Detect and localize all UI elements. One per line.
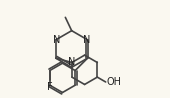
Text: N: N [83, 34, 91, 44]
Text: N: N [68, 57, 75, 67]
Text: F: F [47, 82, 53, 92]
Text: OH: OH [107, 77, 122, 87]
Text: N: N [53, 34, 60, 44]
